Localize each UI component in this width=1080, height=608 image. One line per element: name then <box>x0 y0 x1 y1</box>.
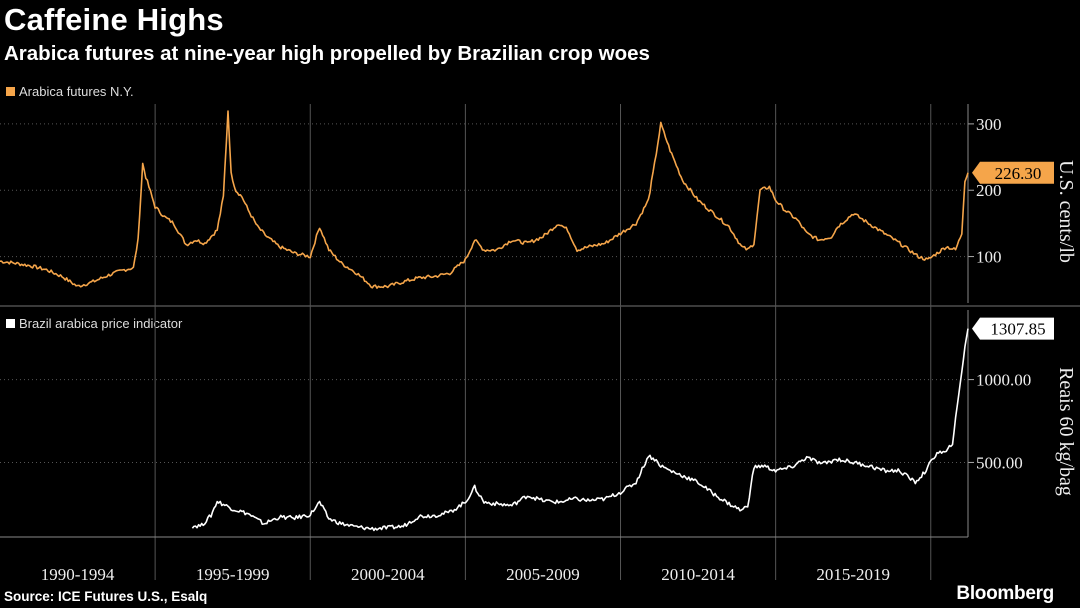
ytick-label-1-0: 500.00 <box>976 453 1023 472</box>
last-value-box-0 <box>972 161 1054 184</box>
ytick-label-0-0: 100 <box>976 248 1002 267</box>
x-period-label-5: 2015-2019 <box>816 565 890 584</box>
last-value-label-1: 1307.85 <box>990 320 1045 339</box>
chart-title: Caffeine Highs <box>4 2 224 37</box>
source-note: Source: ICE Futures U.S., Esalq <box>4 589 208 604</box>
ytick-label-1-1: 1000.00 <box>976 371 1031 390</box>
x-period-label-1: 1995-1999 <box>196 565 270 584</box>
series-line-1 <box>191 328 969 532</box>
ytick-label-0-2: 300 <box>976 115 1002 134</box>
ytick-label-0-1: 200 <box>976 181 1002 200</box>
legend-swatch-brazil <box>6 319 15 328</box>
legend-label-brazil: Brazil arabica price indicator <box>19 316 183 331</box>
last-value-box-1 <box>972 317 1054 340</box>
chart-subtitle: Arabica futures at nine-year high propel… <box>4 42 650 65</box>
last-value-label-0: 226.30 <box>995 164 1042 183</box>
legend-arabica: Arabica futures N.Y. <box>6 84 134 99</box>
bloomberg-logo: Bloomberg <box>956 583 1054 604</box>
x-period-label-0: 1990-1994 <box>41 565 115 584</box>
x-period-label-3: 2005-2009 <box>506 565 580 584</box>
legend-swatch-arabica <box>6 87 15 96</box>
y-axis-title-0: U.S. cents/lb <box>1055 160 1077 263</box>
x-period-label-4: 2010-2014 <box>661 565 735 584</box>
x-period-label-2: 2000-2004 <box>351 565 425 584</box>
y-axis-title-1: Reais 60 kg/bag <box>1055 367 1077 496</box>
series-line-0 <box>0 110 969 289</box>
legend-label-arabica: Arabica futures N.Y. <box>19 84 134 99</box>
legend-brazil: Brazil arabica price indicator <box>6 316 182 331</box>
